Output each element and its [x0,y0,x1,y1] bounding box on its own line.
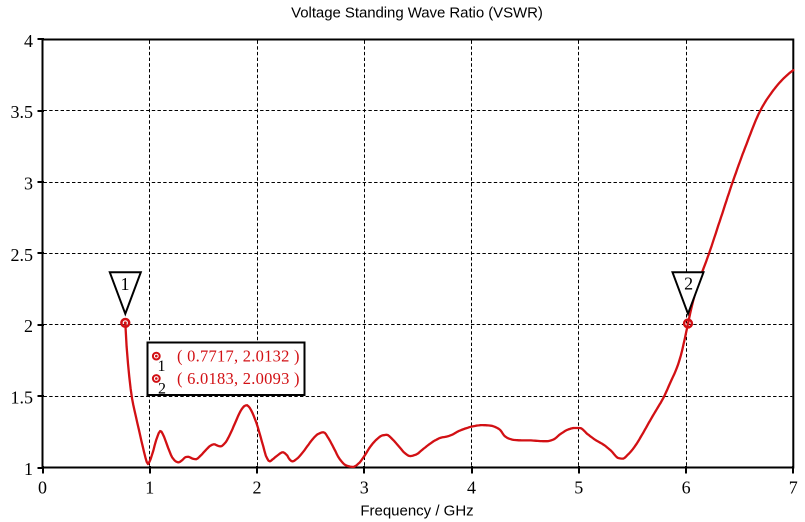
svg-text:2: 2 [158,381,166,398]
svg-text:1: 1 [158,358,166,375]
svg-text:( 0.7717, 2.0132 ): ( 0.7717, 2.0132 ) [177,347,300,366]
svg-text:1: 1 [121,274,130,294]
svg-text:1: 1 [145,478,154,498]
svg-text:4: 4 [467,478,476,498]
svg-text:3: 3 [24,174,33,194]
svg-text:3.5: 3.5 [11,102,34,122]
svg-text:3: 3 [360,478,369,498]
svg-text:2.5: 2.5 [11,245,34,265]
svg-text:0: 0 [38,478,47,498]
svg-text:2: 2 [684,274,693,294]
svg-text:Voltage Standing Wave Ratio (V: Voltage Standing Wave Ratio (VSWR) [291,5,543,22]
svg-text:1: 1 [24,459,33,479]
svg-text:1.5: 1.5 [11,388,34,408]
svg-text:7: 7 [789,478,798,498]
svg-text:Frequency / GHz: Frequency / GHz [360,503,473,520]
svg-text:5: 5 [574,478,583,498]
svg-text:6: 6 [682,478,691,498]
svg-text:2: 2 [24,316,33,336]
svg-text:( 6.0183, 2.0093 ): ( 6.0183, 2.0093 ) [177,369,300,388]
svg-text:4: 4 [24,31,33,51]
svg-text:2: 2 [253,478,262,498]
